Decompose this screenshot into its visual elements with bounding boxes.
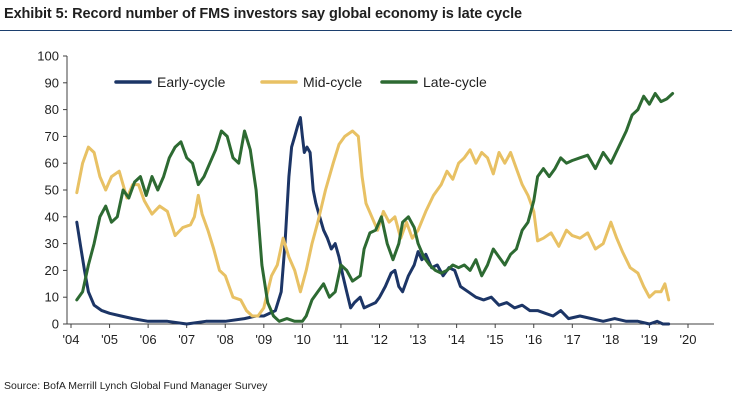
x-tick-label: '10 — [294, 332, 311, 347]
x-tick-label: '19 — [641, 332, 658, 347]
source-note: Source: BofA Merrill Lynch Global Fund M… — [4, 380, 268, 392]
y-tick-label: 20 — [45, 263, 59, 278]
y-tick-label: 10 — [45, 290, 59, 305]
y-tick-label: 30 — [45, 236, 59, 251]
y-tick-label: 60 — [45, 156, 59, 171]
title-divider — [0, 30, 732, 31]
x-tick-label: '14 — [448, 332, 465, 347]
legend-label-late-cycle: Late-cycle — [423, 74, 487, 90]
y-tick-label: 40 — [45, 209, 59, 224]
x-tick-label: '18 — [602, 332, 619, 347]
chart-title: Exhibit 5: Record number of FMS investor… — [4, 6, 522, 22]
x-tick-label: '20 — [680, 332, 697, 347]
x-tick-label: '05 — [101, 332, 118, 347]
x-tick-label: '04 — [63, 332, 80, 347]
x-tick-label: '09 — [255, 332, 272, 347]
series-line-late-cycle — [75, 92, 675, 323]
series-line-early-cycle — [75, 116, 671, 326]
x-tick-label: '08 — [217, 332, 234, 347]
x-tick-label: '06 — [140, 332, 157, 347]
x-tick-label: '12 — [371, 332, 388, 347]
x-tick-label: '15 — [487, 332, 504, 347]
y-tick-label: 100 — [37, 49, 59, 64]
legend-label-mid-cycle: Mid-cycle — [303, 74, 362, 90]
series-line-mid-cycle — [75, 129, 671, 318]
line-chart: 0 10 20 30 40 50 60 70 80 90 100 '04 '05 '06 '07 '08 '09… — [37, 49, 714, 347]
x-tick-label: '16 — [525, 332, 542, 347]
y-tick-label: 70 — [45, 129, 59, 144]
y-tick-label: 80 — [45, 102, 59, 117]
x-tick-label: '11 — [333, 332, 349, 347]
y-tick-label: 50 — [45, 183, 59, 198]
x-tick-label: '07 — [178, 332, 195, 347]
x-tick-label: '13 — [410, 332, 427, 347]
legend-label-early-cycle: Early-cycle — [157, 74, 226, 90]
x-tick-label: '17 — [564, 332, 581, 347]
y-tick-label: 0 — [52, 317, 59, 332]
y-tick-label: 90 — [45, 75, 59, 90]
